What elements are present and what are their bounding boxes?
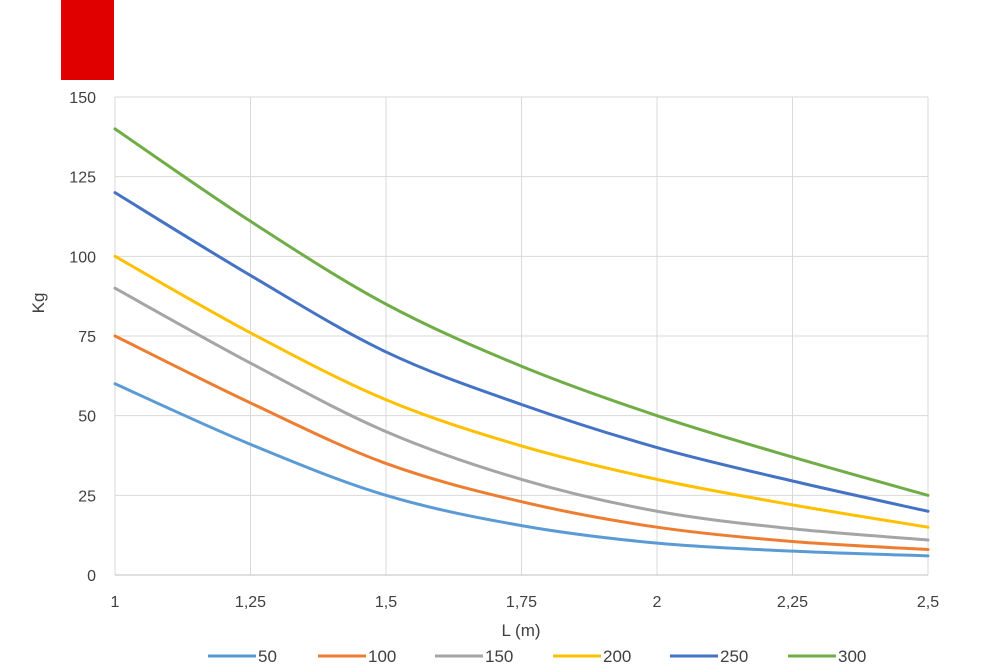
series-line-50	[113, 382, 930, 558]
legend-label-250: 250	[720, 647, 748, 666]
x-tick-label: 1	[111, 594, 120, 611]
legend-label-200: 200	[603, 647, 631, 666]
series-line-300	[113, 127, 930, 497]
y-tick-label: 125	[69, 170, 96, 187]
series-line-200	[113, 254, 930, 529]
legend-label-100: 100	[368, 647, 396, 666]
series-line-250	[113, 191, 930, 513]
x-tick-label: 2,25	[777, 594, 808, 611]
grid-lines	[114, 96, 929, 575]
legend-label-50: 50	[258, 647, 277, 666]
y-axis-title: Kg	[29, 293, 48, 314]
y-tick-label: 100	[69, 249, 96, 266]
y-tick-label: 150	[69, 90, 96, 107]
y-tick-label: 0	[87, 568, 96, 585]
series-lines	[113, 127, 930, 558]
x-axis-tick-labels: 1 1,25 1,5 1,75 2 2,25 2,5	[111, 594, 940, 611]
series-line-100	[113, 334, 930, 552]
y-axis-tick-labels: 0 25 50 75 100 125 150	[69, 90, 96, 585]
y-tick-label: 50	[78, 409, 96, 426]
x-tick-label: 1,75	[506, 594, 537, 611]
x-tick-label: 2,5	[917, 594, 939, 611]
series-line-150	[113, 286, 930, 542]
x-tick-label: 1,25	[235, 594, 266, 611]
brand-logo-block	[61, 0, 114, 80]
legend-label-150: 150	[485, 647, 513, 666]
legend-label-300: 300	[838, 647, 866, 666]
legend: 50 100 150 200 250 300	[208, 647, 866, 666]
x-tick-label: 2	[653, 594, 662, 611]
x-tick-label: 1,5	[375, 594, 397, 611]
y-tick-label: 75	[78, 329, 96, 346]
x-axis-title: L (m)	[501, 621, 540, 640]
y-tick-label: 25	[78, 488, 96, 505]
